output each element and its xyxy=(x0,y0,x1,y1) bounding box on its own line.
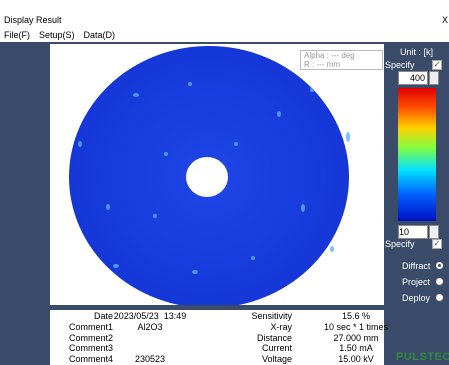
title-bar xyxy=(0,0,449,42)
menu-bar: File(F) Setup(S) Data(D) xyxy=(4,30,115,40)
mode-label: Deploy xyxy=(402,293,431,303)
specify-checkbox[interactable]: ✓ xyxy=(432,239,442,249)
info-label: X-ray xyxy=(270,321,292,332)
info-value: 27.000 mm xyxy=(333,332,379,343)
image-panel: Alpha : --- deg R : --- mm xyxy=(50,44,384,308)
info-value: 1.50 mA xyxy=(339,343,373,354)
info-label: Current xyxy=(261,343,292,354)
info-value: 230523 xyxy=(134,354,166,365)
info-value: 15.6 % xyxy=(341,311,371,321)
mode-radio[interactable] xyxy=(436,262,443,269)
position-readout: Alpha : --- deg R : --- mm xyxy=(300,50,383,70)
specify-label: Specify xyxy=(385,60,415,70)
min-spinner[interactable] xyxy=(429,225,439,239)
max-spinner[interactable] xyxy=(429,71,439,85)
logo: PULSTEC xyxy=(396,351,449,363)
beam-hole xyxy=(186,157,228,197)
spots xyxy=(78,82,350,274)
menu-item[interactable]: Setup(S) xyxy=(39,30,75,40)
max-input[interactable]: 400 xyxy=(398,71,428,85)
menu-item[interactable]: Data(D) xyxy=(83,30,116,40)
min-input[interactable]: 10 xyxy=(398,225,428,239)
close-button[interactable]: X xyxy=(442,15,449,25)
info-label: Comment2 xyxy=(68,332,113,343)
window-title: Display Result xyxy=(4,15,62,25)
mode-label: Project xyxy=(402,277,431,287)
info-value: 2023/05/23 13:49 xyxy=(113,311,187,321)
info-value: 15.00 kV xyxy=(338,354,374,365)
info-label: Date xyxy=(93,311,113,321)
info-label: Sensitivity xyxy=(251,311,292,321)
mode-radio[interactable] xyxy=(436,278,443,285)
info-panel: Date 2023/05/23 13:49 Comment1 Al2O3 Comment… xyxy=(50,310,388,365)
diffraction-image xyxy=(69,46,350,308)
info-value: 10 sec * 1 times xyxy=(323,321,389,332)
alpha-readout: Alpha : --- deg xyxy=(304,51,355,60)
info-value: Al2O3 xyxy=(137,321,163,332)
info-label: Voltage xyxy=(261,354,292,365)
info-label: Comment1 xyxy=(68,321,113,332)
info-label: Comment4 xyxy=(68,354,113,365)
specify-label: Specify xyxy=(385,239,415,249)
info-label: Comment3 xyxy=(68,343,113,354)
mode-radio[interactable] xyxy=(436,294,443,301)
r-readout: R : --- mm xyxy=(304,60,340,69)
mode-label: Diffract xyxy=(402,261,431,271)
unit-label: Unit : [k] xyxy=(400,47,434,57)
specify-checkbox[interactable]: ✓ xyxy=(432,60,442,70)
info-label: Distance xyxy=(256,332,292,343)
menu-item[interactable]: File(F) xyxy=(4,30,30,40)
color-bar xyxy=(398,88,436,221)
